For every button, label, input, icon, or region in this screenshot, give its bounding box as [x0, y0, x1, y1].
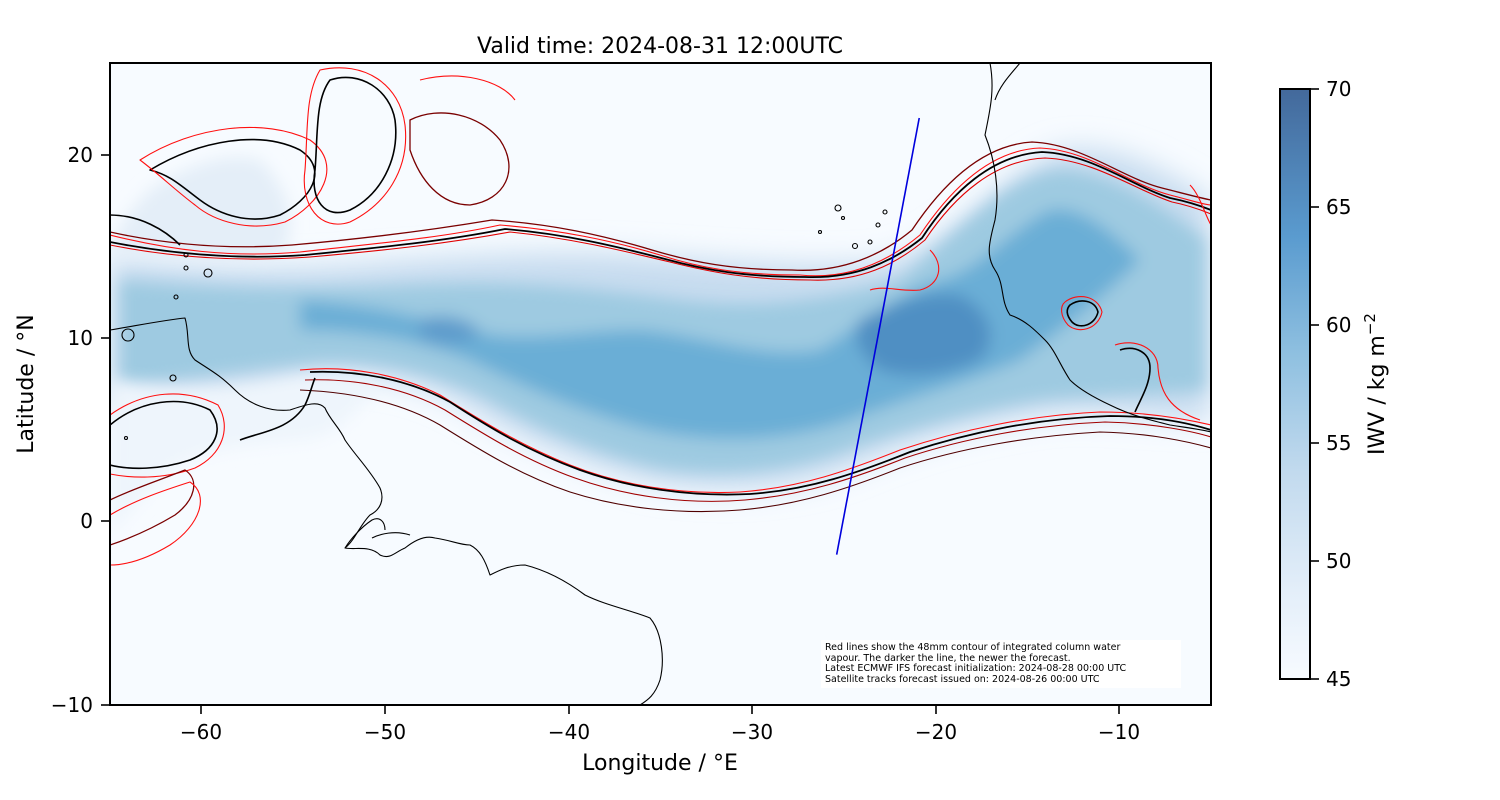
x-tick-label: −60: [180, 720, 222, 744]
x-tick-label: −40: [548, 720, 590, 744]
annotation-line: Red lines show the 48mm contour of integ…: [825, 642, 1121, 653]
satellite-track: [835, 117, 921, 555]
colorbar-label-superscript: −2: [1361, 313, 1379, 335]
colorbar-tick-label: 50: [1326, 549, 1351, 573]
forecast-contours: [110, 67, 1211, 566]
annotation-line: Satellite tracks forecast issued on: 202…: [825, 673, 1100, 685]
x-axis-label: Longitude / °E: [582, 751, 738, 776]
y-tick-label: 20: [68, 143, 93, 167]
colorbar: 70 65 60 55 50 45 IWV / kg m−2: [1279, 77, 1390, 691]
annotation-box: Red lines show the 48mm contour of integ…: [821, 640, 1181, 688]
x-tick-label: −50: [364, 720, 406, 744]
annotation-line: vapour. The darker the line, the newer t…: [825, 652, 1071, 664]
colorbar-tick-label: 65: [1326, 195, 1351, 219]
x-tick-label: −30: [731, 720, 773, 744]
map-panel: [110, 63, 1211, 705]
x-tick-label: −10: [1098, 720, 1140, 744]
y-tick-label: 0: [80, 509, 93, 533]
colorbar-tick-label: 55: [1326, 431, 1351, 455]
y-axis-label: Latitude / °N: [14, 314, 39, 453]
y-axis: 20 10 0 −10 Latitude / °N: [14, 143, 110, 717]
x-axis: −60 −50 −40 −30 −20 −10 Longitude / °E: [180, 705, 1140, 776]
map-frame: [109, 62, 1212, 706]
colorbar-label-main: IWV / kg m: [1365, 335, 1390, 455]
colorbar-gradient: [1279, 88, 1311, 680]
y-tick-label: −10: [51, 693, 93, 717]
colorbar-tick-label: 45: [1326, 667, 1351, 691]
colorbar-label: IWV / kg m−2: [1361, 313, 1390, 455]
colorbar-tick-label: 70: [1326, 77, 1351, 101]
colorbar-tick-label: 60: [1326, 313, 1351, 337]
y-tick-label: 10: [68, 326, 93, 350]
x-tick-label: −20: [915, 720, 957, 744]
annotation-line: Latest ECMWF IFS forecast initialization…: [825, 663, 1127, 674]
coastlines: [110, 63, 1211, 705]
chart-title: Valid time: 2024-08-31 12:00UTC: [477, 34, 843, 59]
